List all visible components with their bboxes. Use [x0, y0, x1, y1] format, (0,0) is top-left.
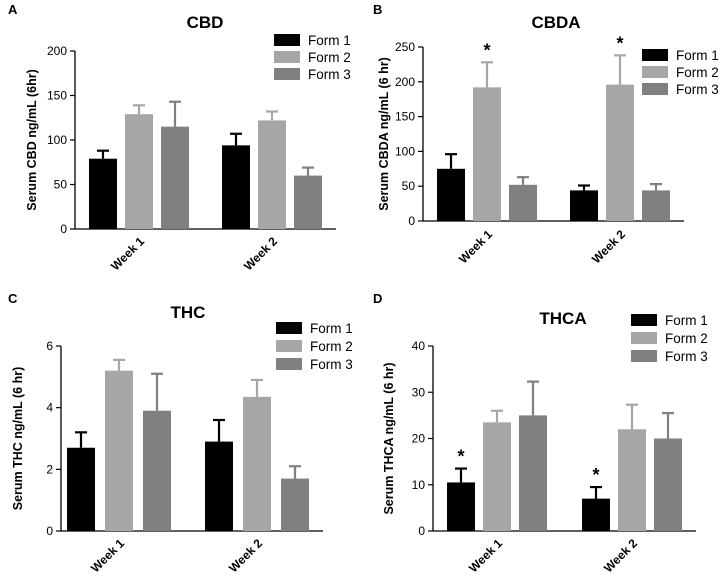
y-tick-label: 50	[402, 179, 416, 193]
y-tick-label: 0	[46, 524, 53, 538]
bar-form-1-week-2	[222, 145, 250, 229]
x-category-label: Week 1	[88, 536, 127, 575]
legend-swatch	[642, 83, 668, 95]
bar-form-3-week-1	[519, 415, 547, 531]
bar-form-1-week-2	[582, 498, 610, 531]
significance-marker: *	[592, 465, 599, 485]
significance-marker: *	[616, 33, 623, 53]
bar-form-2-week-2	[243, 396, 271, 531]
chart-title: THCA	[539, 309, 586, 328]
legend-swatch	[631, 350, 657, 362]
y-axis-label: Serum CBDA ng/mL (6 hr)	[377, 57, 391, 211]
significance-marker: *	[457, 447, 464, 467]
legend-swatch	[642, 49, 668, 61]
y-tick-label: 4	[46, 401, 53, 415]
y-tick-label: 250	[395, 40, 415, 54]
bar-form-2-week-1	[473, 87, 501, 221]
bar-form-2-week-1	[483, 422, 511, 531]
legend-label: Form 2	[310, 339, 353, 354]
legend-label: Form 1	[308, 33, 351, 48]
y-tick-label: 100	[395, 144, 415, 158]
bar-form-2-week-1	[125, 114, 153, 229]
y-tick-label: 2	[46, 462, 53, 476]
y-tick-label: 150	[395, 110, 415, 124]
y-tick-label: 30	[412, 385, 426, 399]
significance-marker: *	[483, 40, 490, 60]
x-category-label: Week 2	[226, 536, 265, 575]
legend-swatch	[642, 66, 668, 78]
bar-form-3-week-1	[143, 410, 171, 531]
legend-label: Form 3	[676, 82, 719, 97]
bar-form-2-week-1	[105, 370, 133, 531]
x-category-label: Week 2	[601, 536, 640, 575]
y-axis-label: Serum CBD ng/mL (6hr)	[25, 69, 39, 210]
x-category-label: Week 1	[456, 227, 495, 266]
panel-label: A	[8, 2, 18, 17]
chart-panel-d: D THCA 0 10 20 30 40 Serum THCA ng/mL (6 hr) * We…	[373, 291, 708, 575]
y-tick-label: 40	[412, 339, 426, 353]
bar-form-1-week-2	[570, 190, 598, 221]
y-tick-label: 200	[395, 75, 415, 89]
bar-form-2-week-2	[618, 429, 646, 531]
y-tick-label: 200	[47, 44, 67, 58]
y-tick-label: 150	[47, 89, 67, 103]
x-category-label: Week 1	[466, 536, 505, 575]
bar-form-1-week-1	[67, 447, 95, 531]
chart-title: CBD	[187, 13, 224, 32]
legend-label: Form 1	[665, 313, 708, 328]
y-tick-label: 0	[408, 214, 415, 228]
bar-form-1-week-1	[447, 482, 475, 531]
legend-label: Form 2	[676, 65, 719, 80]
y-tick-label: 50	[54, 178, 68, 192]
y-axis-label: Serum THC ng/mL (6 hr)	[11, 367, 25, 511]
bar-form-3-week-2	[281, 478, 309, 531]
y-tick-label: 0	[418, 524, 425, 538]
y-tick-label: 10	[412, 478, 426, 492]
x-category-label: Week 2	[241, 234, 280, 273]
bar-form-3-week-1	[509, 184, 537, 221]
legend-swatch	[276, 340, 302, 352]
legend-swatch	[631, 314, 657, 326]
chart-panel-c: C THC 0 2 4 6 Serum THC ng/mL (6 hr) Week 1 Week…	[8, 291, 353, 575]
legend-swatch	[274, 51, 300, 63]
legend-label: Form 1	[676, 48, 719, 63]
x-category-label: Week 1	[108, 234, 147, 273]
bar-form-3-week-2	[654, 438, 682, 531]
bar-form-3-week-1	[161, 126, 189, 229]
y-tick-label: 6	[46, 339, 53, 353]
bar-form-3-week-2	[294, 175, 322, 229]
bar-form-1-week-1	[437, 168, 465, 221]
y-tick-label: 0	[60, 222, 67, 236]
bar-form-1-week-1	[89, 158, 117, 229]
legend-label: Form 3	[310, 357, 353, 372]
legend-label: Form 3	[665, 349, 708, 364]
y-tick-label: 100	[47, 133, 67, 147]
bar-form-2-week-2	[606, 84, 634, 221]
legend-label: Form 1	[310, 321, 353, 336]
chart-panel-a: A CBD 0 50 100 150 200 Serum CBD ng/mL (6hr) Wee…	[8, 2, 351, 273]
bar-form-1-week-2	[205, 441, 233, 531]
legend-swatch	[276, 322, 302, 334]
legend-label: Form 3	[308, 67, 351, 82]
legend-swatch	[631, 332, 657, 344]
panel-label: B	[373, 2, 382, 17]
legend-label: Form 2	[308, 50, 351, 65]
chart-panel-b: B CBDA 0 50 100 150 200 250 Serum CBDA ng/mL (6 …	[373, 2, 719, 266]
legend-label: Form 2	[665, 331, 708, 346]
bar-form-2-week-2	[258, 120, 286, 229]
y-tick-label: 20	[412, 432, 426, 446]
panel-label: D	[373, 291, 382, 306]
legend-swatch	[276, 358, 302, 370]
x-category-label: Week 2	[589, 227, 628, 266]
legend-swatch	[274, 68, 300, 80]
legend-swatch	[274, 34, 300, 46]
bar-form-3-week-2	[642, 190, 670, 221]
y-axis-label: Serum THCA ng/mL (6 hr)	[382, 362, 396, 514]
chart-title: CBDA	[531, 13, 580, 32]
panel-label: C	[8, 291, 18, 306]
chart-title: THC	[171, 303, 206, 322]
